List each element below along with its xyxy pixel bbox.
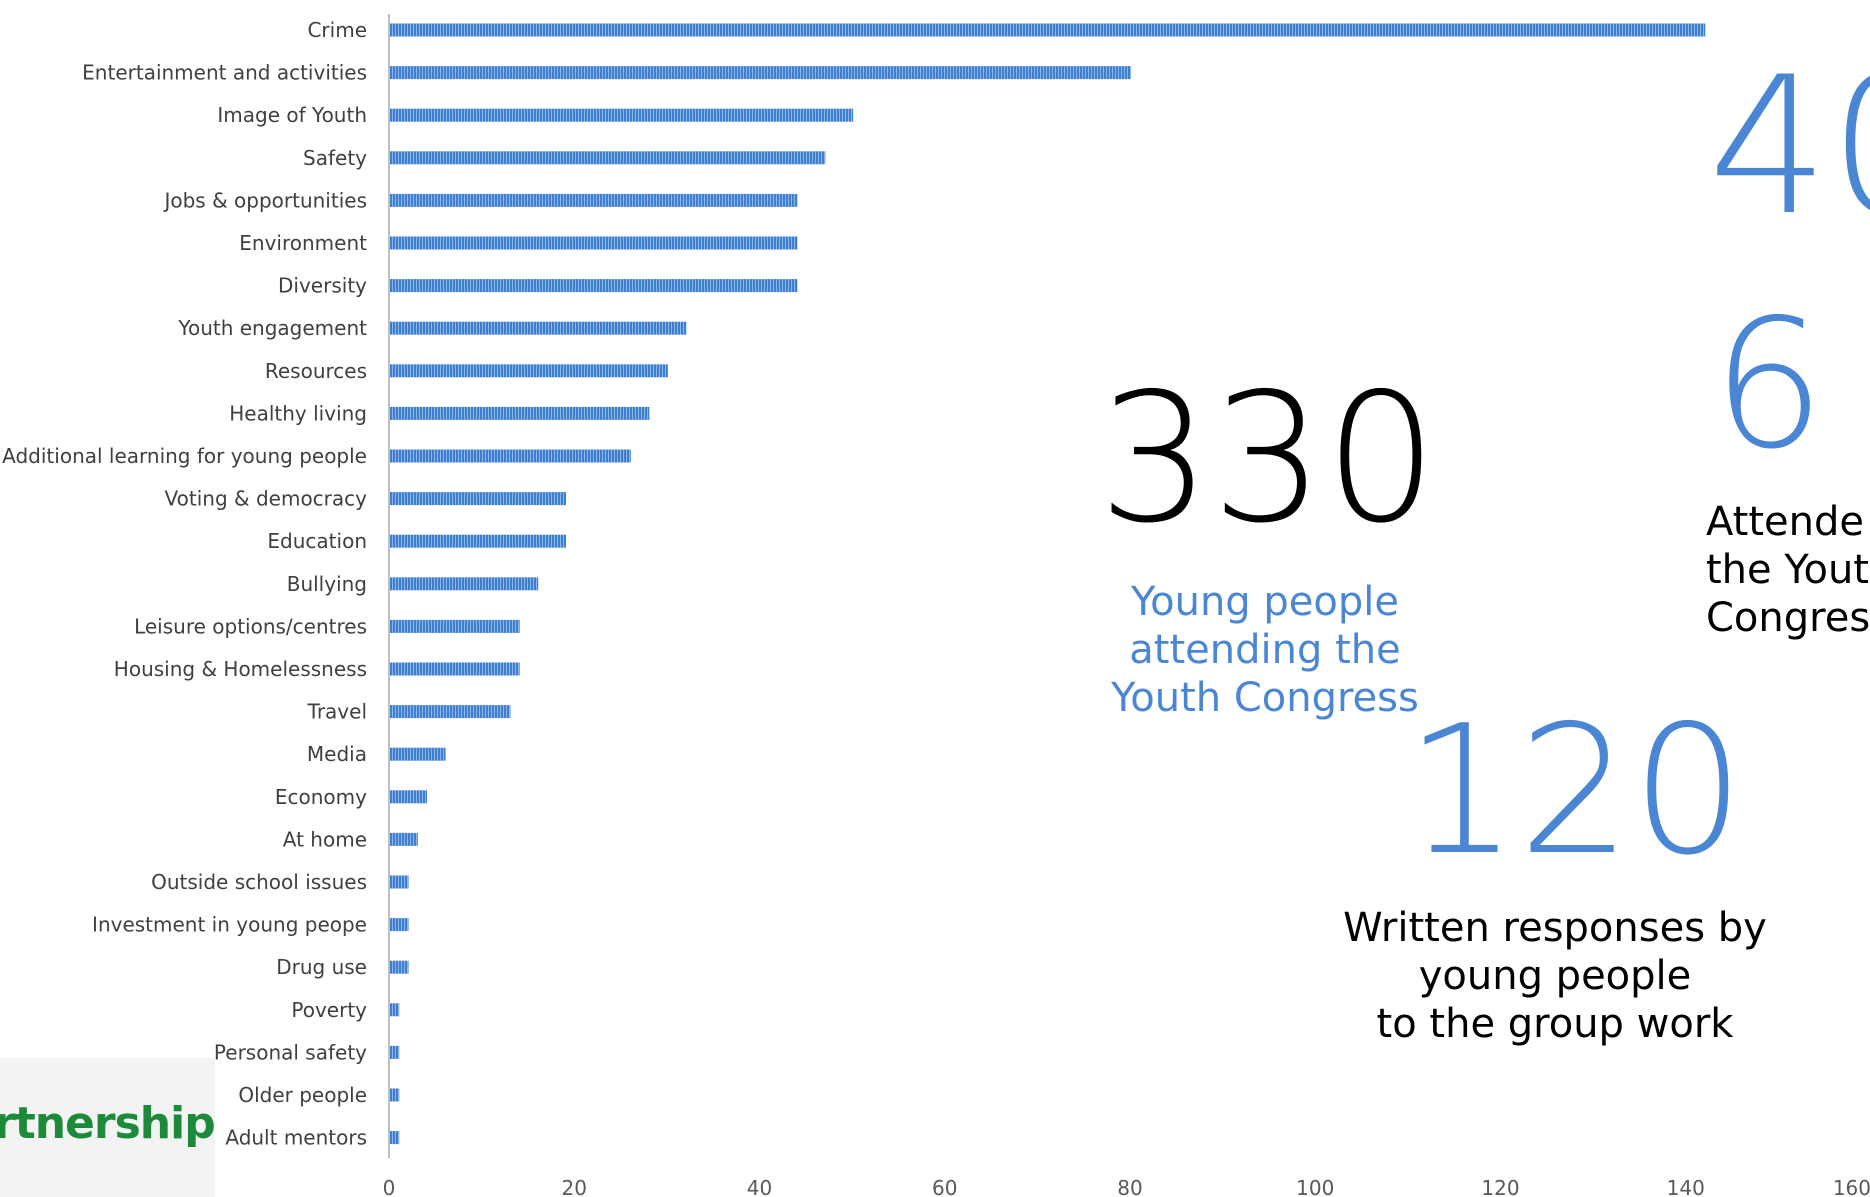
bar xyxy=(390,108,854,122)
bar xyxy=(390,577,539,591)
category-labels: Crime Entertainment and activities Image o… xyxy=(2,18,367,1150)
category-label: Investment in young peope xyxy=(92,913,367,937)
x-tick-label: 80 xyxy=(1117,1176,1142,1197)
attendees-number: 330 xyxy=(1098,355,1438,562)
category-label: Diversity xyxy=(278,274,367,298)
partnership-logo: rtnership xyxy=(0,1058,216,1197)
mid-right-caption: Attende the Yout Congres xyxy=(1706,498,1870,642)
mid-right-caption-line: Attende xyxy=(1706,499,1864,545)
category-label: Voting & democracy xyxy=(165,487,368,511)
bar xyxy=(390,151,826,165)
x-tick-label: 40 xyxy=(747,1176,772,1197)
category-label: Travel xyxy=(307,700,367,724)
category-label: At home xyxy=(283,827,367,851)
bar xyxy=(390,449,631,463)
category-label: Education xyxy=(267,529,367,553)
bar xyxy=(390,66,1131,80)
responses-caption-line: Written responses by xyxy=(1343,905,1767,951)
x-axis-ticks: 0 20 40 60 80 100 120 140 160 xyxy=(383,1176,1870,1197)
bar xyxy=(390,364,668,378)
category-label: Economy xyxy=(275,785,367,809)
responses-number: 120 xyxy=(1405,687,1745,894)
bars-layer xyxy=(390,23,1706,1145)
category-label: Youth engagement xyxy=(177,316,367,340)
x-tick-label: 120 xyxy=(1481,1176,1519,1197)
bar xyxy=(390,662,520,676)
bar xyxy=(390,1088,400,1102)
category-label: Outside school issues xyxy=(151,870,367,894)
category-label: Jobs & opportunities xyxy=(162,188,367,212)
category-label: Older people xyxy=(238,1083,367,1107)
category-label: Environment xyxy=(239,231,367,255)
logo-text: rtnership xyxy=(0,1098,216,1149)
bar xyxy=(390,279,798,293)
bar xyxy=(390,918,409,932)
bar xyxy=(390,492,566,506)
attendees-caption-line: attending the xyxy=(1129,627,1401,673)
x-tick-label: 60 xyxy=(932,1176,957,1197)
category-label: Adult mentors xyxy=(225,1126,367,1150)
attendees-caption-line: Youth Congress xyxy=(1111,675,1419,721)
category-label: Additional learning for young people xyxy=(2,444,367,468)
bar xyxy=(390,747,446,761)
x-tick-label: 20 xyxy=(562,1176,587,1197)
category-label: Crime xyxy=(307,18,367,42)
bar xyxy=(390,321,687,335)
responses-caption: Written responses by young people to the… xyxy=(1320,904,1790,1048)
attendees-caption: Young people attending the Youth Congres… xyxy=(1090,578,1440,722)
bar xyxy=(390,790,428,804)
x-tick-label: 140 xyxy=(1667,1176,1705,1197)
bar xyxy=(390,705,511,719)
responses-caption-line: to the group work xyxy=(1376,1001,1734,1047)
category-label: Personal safety xyxy=(214,1040,367,1064)
attendees-caption-line: Young people xyxy=(1131,579,1399,625)
mid-right-caption-line: the Yout xyxy=(1706,547,1869,593)
x-tick-label: 100 xyxy=(1296,1176,1334,1197)
category-label: Resources xyxy=(265,359,367,383)
top-right-number: 40 xyxy=(1708,36,1870,257)
category-label: Bullying xyxy=(287,572,367,596)
bar xyxy=(390,1003,400,1017)
bar xyxy=(390,1045,400,1059)
bar xyxy=(390,1131,400,1145)
category-label: Media xyxy=(307,742,367,766)
category-label: Drug use xyxy=(276,955,367,979)
x-tick-label: 160 xyxy=(1833,1176,1870,1197)
category-label: Healthy living xyxy=(229,401,367,425)
bar xyxy=(390,619,520,633)
bar xyxy=(390,236,798,250)
category-label: Safety xyxy=(303,146,367,170)
mid-right-caption-line: Congres xyxy=(1706,595,1870,641)
bar xyxy=(390,534,566,548)
bar xyxy=(390,960,409,974)
bar xyxy=(390,23,1706,37)
x-tick-label: 0 xyxy=(383,1176,396,1197)
bar xyxy=(390,406,650,420)
mid-right-number: 6 xyxy=(1712,281,1826,488)
bar xyxy=(390,193,798,207)
bar xyxy=(390,832,418,846)
category-label: Entertainment and activities xyxy=(82,61,367,85)
category-label: Image of Youth xyxy=(217,103,367,127)
responses-caption-line: young people xyxy=(1418,953,1692,999)
category-label: Poverty xyxy=(291,998,367,1022)
category-label: Leisure options/centres xyxy=(134,614,367,638)
category-label: Housing & Homelessness xyxy=(114,657,367,681)
bar xyxy=(390,875,409,889)
